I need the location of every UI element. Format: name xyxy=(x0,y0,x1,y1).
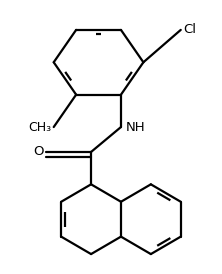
Text: NH: NH xyxy=(126,121,146,133)
Text: O: O xyxy=(33,145,44,158)
Text: Cl: Cl xyxy=(183,23,196,36)
Text: CH₃: CH₃ xyxy=(28,121,51,133)
